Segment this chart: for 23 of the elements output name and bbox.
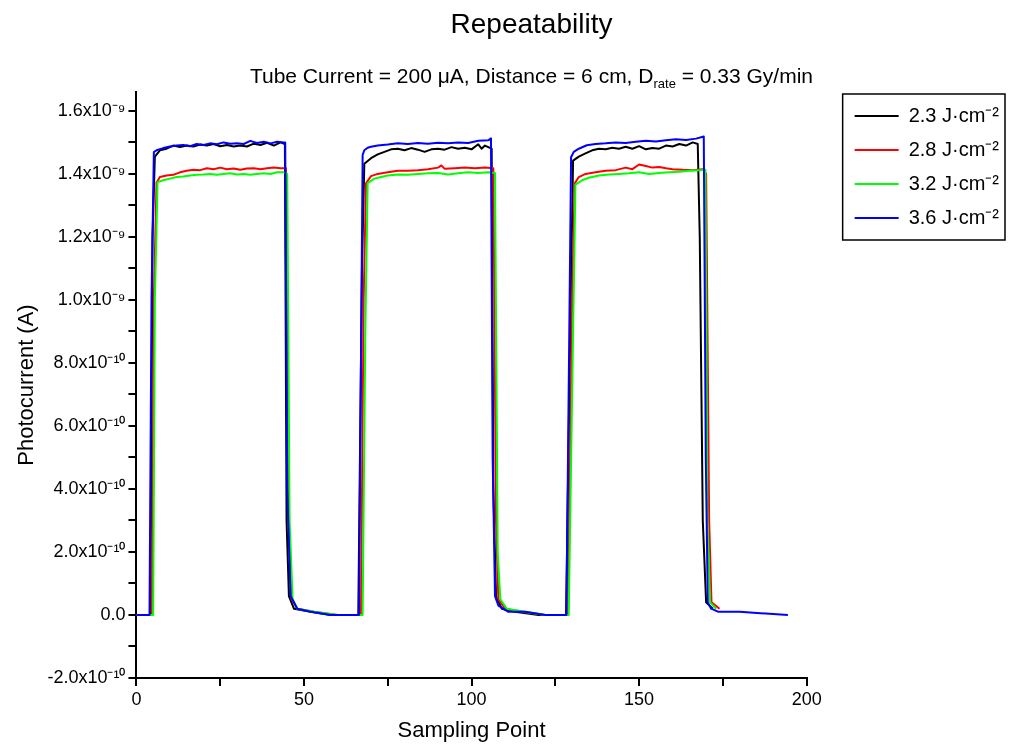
- y-axis-title: Photocurrent (A): [13, 304, 39, 466]
- y-tick-label: 1.4x10⁻⁹: [57, 162, 126, 183]
- legend-label: 3.2 J·cm⁻²: [908, 171, 1000, 194]
- x-tick-label: 100: [456, 688, 487, 709]
- y-tick-label: 2.0x10⁻¹⁰: [53, 540, 126, 561]
- y-tick-label: 1.6x10⁻⁹: [57, 99, 126, 120]
- x-tick-label: 0: [131, 688, 142, 709]
- y-tick-label: 1.0x10⁻⁹: [57, 288, 126, 309]
- legend-label: 3.6 J·cm⁻²: [908, 205, 1000, 228]
- y-tick-label: 4.0x10⁻¹⁰: [53, 477, 126, 498]
- x-axis-title: Sampling Point: [397, 716, 546, 742]
- x-tick-label: 50: [293, 688, 314, 709]
- legend-label: 2.8 J·cm⁻²: [908, 137, 1000, 160]
- chart-subtitle: Tube Current = 200 μA, Distance = 6 cm, D$_{rate}$ = 0.33 Gy/min: [248, 64, 815, 92]
- legend-label: 2.3 J·cm⁻²: [908, 103, 1000, 126]
- chart-title: Repeatability: [449, 8, 614, 40]
- y-tick-label: 6.0x10⁻¹⁰: [53, 414, 126, 435]
- y-tick-label: 8.0x10⁻¹⁰: [53, 351, 126, 372]
- y-tick-label: 1.2x10⁻⁹: [57, 225, 126, 246]
- y-tick-label: 0.0: [100, 603, 126, 624]
- y-tick-label: -2.0x10⁻¹⁰: [47, 666, 126, 687]
- x-tick-label: 150: [624, 688, 655, 709]
- x-tick-label: 200: [791, 688, 822, 709]
